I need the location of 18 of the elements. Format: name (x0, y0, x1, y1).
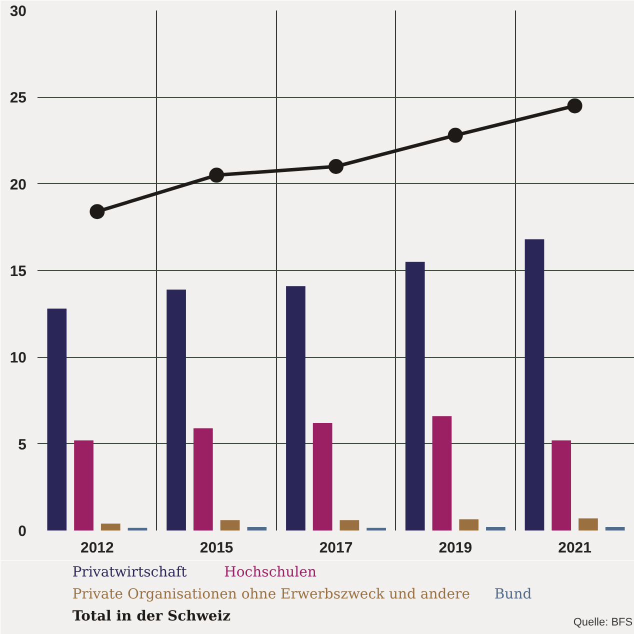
y-tick-label: 30 (10, 3, 27, 20)
y-tick-label: 0 (18, 523, 26, 540)
x-tick-label: 2021 (558, 540, 592, 556)
x-tick-label: 2017 (319, 540, 353, 556)
source-note: Quelle: BFS (573, 616, 633, 628)
text: Bund (494, 586, 532, 602)
y-tick-label: 20 (10, 176, 27, 194)
y-tick-label: 25 (10, 90, 27, 107)
x-tick-label: 2015 (200, 540, 234, 556)
text: Private Organisationen ohne Erwerbszweck und andere (72, 586, 470, 602)
y-tick-label: 15 (10, 263, 27, 280)
x-tick-label: 2019 (438, 540, 472, 556)
y-tick-label: 5 (18, 436, 26, 454)
text: Privatwirtschaft (72, 564, 188, 580)
text: Hochschulen (224, 564, 316, 580)
y-tick-label: 10 (10, 350, 27, 367)
x-tick-label: 2012 (80, 540, 114, 556)
text: Total in der Schweiz (72, 608, 231, 624)
